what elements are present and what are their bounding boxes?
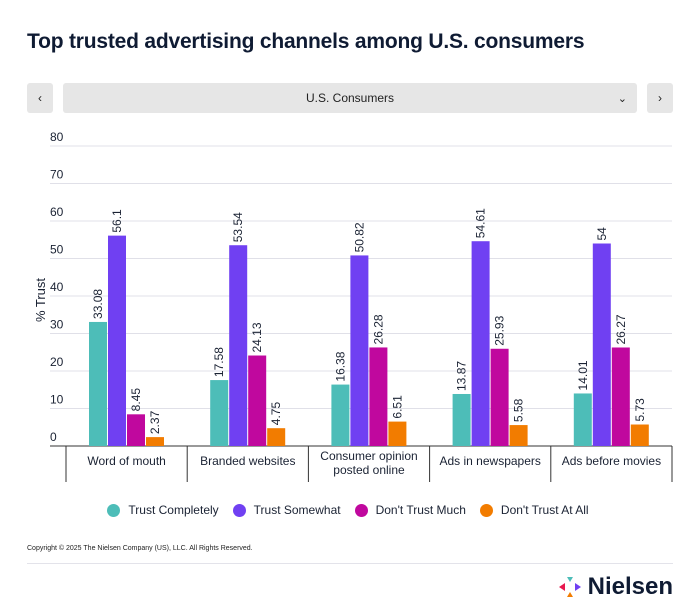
legend-item[interactable]: Trust Somewhat — [232, 503, 341, 517]
nielsen-logo-icon — [558, 577, 581, 597]
bar — [267, 428, 286, 446]
bar — [350, 255, 369, 446]
legend-label: Don't Trust At All — [500, 503, 589, 517]
data-label: 56.1 — [110, 209, 124, 233]
y-tick-label: 80 — [50, 130, 64, 144]
category-label: posted online — [333, 463, 405, 477]
legend-item[interactable]: Don't Trust At All — [479, 503, 589, 517]
bar — [471, 241, 490, 446]
data-label: 4.75 — [269, 402, 283, 426]
legend: Trust Completely Trust Somewhat Don't Trus… — [0, 503, 700, 517]
legend-swatch — [232, 503, 246, 517]
bar — [573, 393, 592, 446]
bar — [89, 321, 107, 446]
bar — [452, 393, 471, 446]
bar — [611, 347, 630, 446]
data-label: 25.93 — [493, 315, 507, 345]
data-label: 8.45 — [129, 388, 143, 412]
data-label: 17.58 — [212, 347, 226, 377]
dropdown-value: U.S. Consumers — [305, 91, 395, 105]
page-title: Top trusted advertising channels among U… — [27, 30, 585, 53]
data-label: 14.01 — [576, 360, 590, 390]
bar — [210, 380, 229, 446]
data-label: 5.58 — [512, 398, 526, 422]
nielsen-logo: Nielsen — [558, 573, 673, 601]
data-label: 26.28 — [371, 314, 385, 344]
bar-chart: 0 10 20 30 40 50 60 70 80 % Trust Word of mouth Bra… — [33, 130, 673, 482]
chevron-left-icon: ‹ — [38, 91, 42, 105]
legend-item[interactable]: Trust Completely — [107, 503, 219, 517]
data-label: 53.54 — [231, 212, 245, 242]
legend-swatch — [354, 503, 368, 517]
bar — [388, 421, 407, 446]
data-label: 54.61 — [474, 208, 488, 238]
data-label: 5.73 — [633, 398, 647, 422]
data-label: 16.38 — [333, 351, 347, 381]
legend-label: Trust Somewhat — [253, 503, 341, 517]
bar — [108, 235, 126, 446]
divider — [27, 563, 673, 564]
data-label: 54 — [595, 227, 609, 241]
legend-swatch — [107, 503, 121, 517]
category-label: Consumer opinion — [320, 449, 417, 463]
legend-swatch — [479, 503, 493, 517]
bar — [248, 355, 267, 446]
bar — [146, 437, 164, 446]
data-label: 26.27 — [614, 314, 628, 344]
y-tick-label: 0 — [50, 430, 57, 444]
y-tick-label: 20 — [50, 355, 64, 369]
bar — [127, 414, 145, 446]
previous-button[interactable]: ‹ — [27, 83, 53, 113]
data-label: 33.08 — [91, 289, 105, 319]
y-tick-label: 30 — [50, 318, 64, 332]
y-tick-label: 10 — [50, 393, 64, 407]
category-label: Branded websites — [200, 454, 295, 468]
category-label: Word of mouth — [87, 454, 165, 468]
data-label: 50.82 — [352, 222, 366, 252]
data-label: 24.13 — [250, 322, 264, 352]
data-label: 2.37 — [148, 410, 162, 434]
y-tick-label: 40 — [50, 280, 64, 294]
bar — [229, 245, 248, 446]
next-button[interactable]: › — [647, 83, 673, 113]
y-tick-label: 70 — [50, 168, 64, 182]
chevron-down-icon: ⌄ — [617, 92, 627, 105]
copyright: Copyright © 2025 The Nielsen Company (US… — [27, 545, 253, 552]
y-tick-label: 60 — [50, 205, 64, 219]
y-tick-label: 50 — [50, 243, 64, 257]
bar — [369, 347, 388, 446]
bar — [331, 384, 350, 446]
chevron-right-icon: › — [658, 91, 662, 105]
bar — [630, 424, 649, 446]
audience-dropdown[interactable]: U.S. Consumers ⌄ — [63, 83, 637, 113]
data-label: 6.51 — [390, 395, 404, 419]
y-axis-title: % Trust — [33, 278, 48, 322]
category-label: Ads before movies — [562, 454, 661, 468]
legend-label: Trust Completely — [128, 503, 219, 517]
bar — [509, 425, 528, 446]
legend-item[interactable]: Don't Trust Much — [354, 503, 466, 517]
data-label: 13.87 — [455, 361, 469, 391]
category-label: Ads in newspapers — [440, 454, 541, 468]
legend-label: Don't Trust Much — [375, 503, 466, 517]
bar — [592, 243, 611, 446]
bar — [490, 348, 509, 446]
